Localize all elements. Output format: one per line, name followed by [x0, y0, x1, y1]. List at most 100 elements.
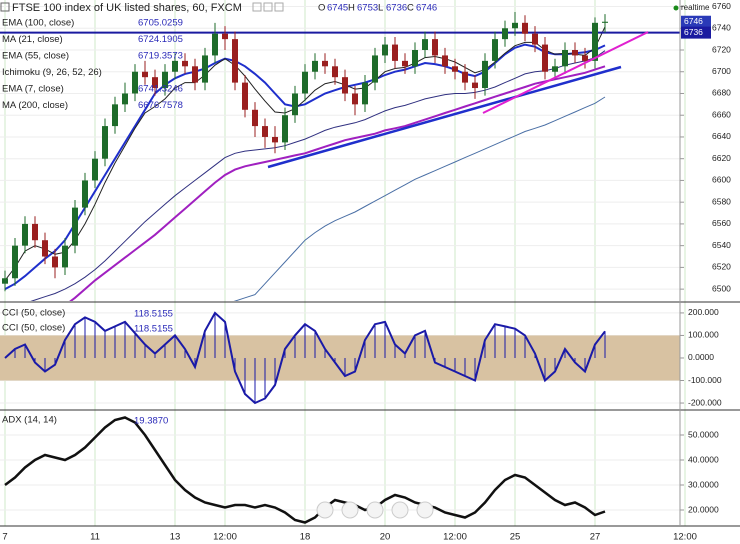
zoom-button[interactable]	[366, 501, 384, 519]
candle-body	[402, 60, 408, 67]
candle-body	[462, 71, 468, 83]
candle-body	[202, 55, 208, 83]
candle-body	[362, 82, 368, 105]
x-tick-label: 27	[590, 532, 601, 543]
x-tick-label: 7	[2, 532, 7, 543]
price-tag	[681, 26, 711, 39]
y-tick-label: 0.0000	[688, 352, 714, 362]
candle-body	[282, 115, 288, 143]
candle-body	[302, 71, 308, 94]
cci-legend: CCI (50, close)	[2, 308, 65, 319]
candle-body	[72, 207, 78, 246]
candle-body	[432, 39, 438, 56]
candle-body	[562, 50, 568, 67]
zoom-controls[interactable]	[316, 501, 434, 519]
cci-legend: CCI (50, close)	[2, 323, 65, 334]
marks	[0, 11, 711, 524]
cci-line	[4, 311, 606, 405]
candle-body	[292, 93, 298, 116]
zoom-button[interactable]	[391, 501, 409, 519]
y-tick-label: 6520	[712, 262, 731, 272]
candle-body	[572, 50, 578, 56]
y-tick-label: 100.000	[688, 330, 719, 340]
candle-body	[132, 71, 138, 94]
ohlc-letter: O	[318, 3, 325, 14]
legend-entry: EMA (55, close)	[2, 51, 69, 62]
adx-legend-value: 19.3870	[134, 416, 168, 427]
chart-title: FTSE 100 index of UK listed shares, 60, …	[12, 2, 242, 14]
candle-body	[482, 60, 488, 89]
ohlc-value: 6753	[357, 3, 378, 14]
candle-body	[602, 21, 608, 23]
ohlc-value: 6736	[386, 3, 407, 14]
y-tick-label: 6640	[712, 131, 731, 141]
x-tick-label: 11	[90, 532, 100, 543]
x-tick-label: 12:00	[213, 532, 237, 543]
ma-line	[4, 43, 606, 290]
x-tick-label: 20	[380, 532, 391, 543]
candle-body	[492, 39, 498, 61]
candle-body	[142, 71, 148, 78]
candle-body	[22, 223, 28, 246]
cci-band	[0, 335, 680, 381]
candle-body	[352, 93, 358, 105]
candle-body	[92, 158, 98, 181]
y-tick-label: 20.0000	[688, 504, 719, 514]
legend-entry: EMA (100, close)	[2, 18, 74, 29]
legend-entry: Ichimoku (9, 26, 52, 26)	[2, 67, 102, 78]
candle-body	[32, 223, 38, 241]
trend-line	[482, 31, 649, 114]
ohlc-letter: H	[348, 3, 355, 14]
candle-body	[242, 82, 248, 110]
price-tag-label: 6746	[684, 16, 703, 26]
adx-legend: ADX (14, 14)	[2, 415, 57, 426]
candle-body	[532, 33, 538, 45]
candle-body	[252, 109, 258, 127]
ohlc-value: 6746	[416, 3, 437, 14]
legend-entry: EMA (7, close)	[2, 84, 64, 95]
candle-body	[332, 66, 338, 78]
candle-body	[552, 66, 558, 72]
candle-body	[112, 104, 118, 127]
y-tick-label: 6700	[712, 66, 731, 76]
candle-body	[382, 44, 388, 56]
legend-value: 6705.0259	[138, 18, 183, 29]
candle-body	[502, 28, 508, 40]
toolbar-icons	[252, 2, 284, 12]
ma-line	[30, 50, 606, 301]
y-tick-label: 6560	[712, 218, 731, 228]
realtime-dot	[673, 5, 679, 11]
legend-value: 6676.7578	[138, 100, 183, 111]
candle-body	[372, 55, 378, 83]
candle-body	[62, 245, 68, 268]
legend-value: 6719.3573	[138, 51, 183, 62]
y-tick-label: 6740	[712, 23, 731, 33]
adx-line	[4, 416, 606, 524]
candle-body	[522, 22, 528, 34]
legend-value: 6741.3246	[138, 84, 183, 95]
candle-body	[312, 60, 318, 72]
ma-line	[69, 65, 606, 301]
y-tick-label: 6660	[712, 109, 731, 119]
candle-body	[442, 55, 448, 67]
legend-entry: MA (21, close)	[2, 34, 63, 45]
symbol-icon	[0, 2, 10, 12]
y-tick-label: 6620	[712, 153, 731, 163]
candle-body	[162, 71, 168, 89]
y-tick-label: 6680	[712, 88, 731, 98]
zoom-button[interactable]	[416, 501, 434, 519]
candle-body	[322, 60, 328, 67]
candle-body	[412, 50, 418, 67]
y-tick-label: 6600	[712, 175, 731, 185]
candle-body	[392, 44, 398, 61]
candle-body	[52, 256, 58, 268]
ma-line	[233, 96, 606, 301]
candle-body	[12, 245, 18, 279]
zoom-button[interactable]	[316, 501, 334, 519]
candle-body	[82, 180, 88, 208]
y-tick-label: 6500	[712, 283, 731, 293]
y-tick-label: 50.0000	[688, 429, 719, 439]
zoom-button[interactable]	[341, 501, 359, 519]
